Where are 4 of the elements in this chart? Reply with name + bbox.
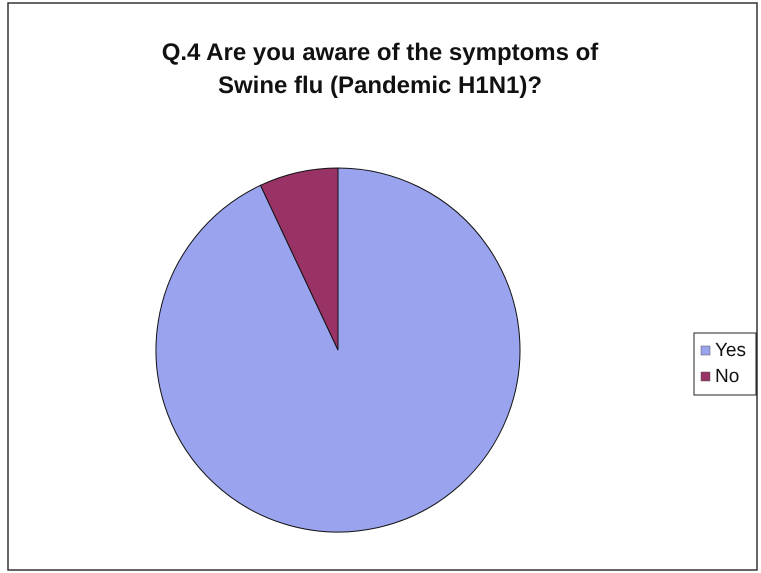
legend-label: Yes (715, 340, 746, 361)
legend-label: No (715, 366, 740, 387)
chart-title: Q.4 Are you aware of the symptoms of Swine flu (Pandemic H1N1)? (162, 39, 600, 99)
pie-slice (156, 168, 520, 532)
